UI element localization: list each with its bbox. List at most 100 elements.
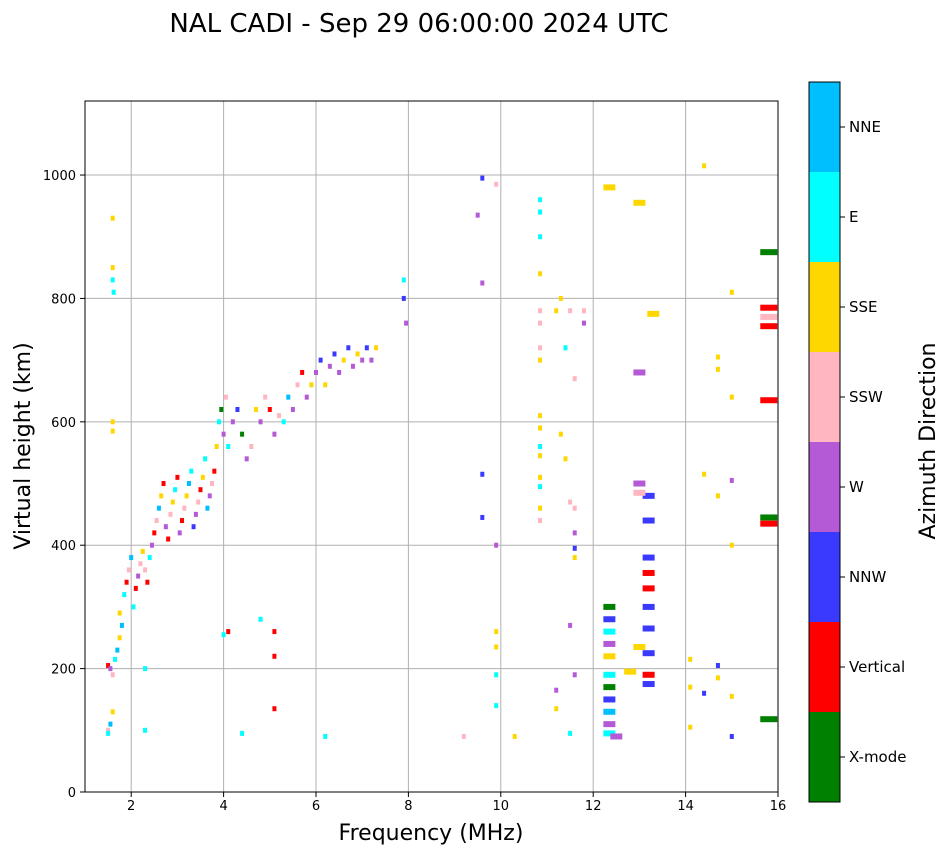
data-point bbox=[494, 181, 499, 187]
data-point bbox=[177, 530, 182, 536]
colorbar-frame bbox=[808, 81, 841, 803]
data-point bbox=[138, 561, 143, 567]
y-tick-label: 400 bbox=[51, 539, 76, 554]
data-point bbox=[314, 369, 318, 375]
data-point bbox=[624, 668, 637, 675]
data-point bbox=[110, 709, 115, 715]
data-point bbox=[642, 585, 655, 592]
data-point bbox=[538, 518, 543, 524]
data-point bbox=[196, 499, 201, 505]
data-point bbox=[760, 520, 778, 527]
data-point bbox=[760, 397, 778, 404]
data-point bbox=[494, 629, 499, 635]
data-point bbox=[240, 431, 245, 437]
data-point bbox=[240, 730, 245, 736]
colorbar-segment bbox=[809, 262, 840, 352]
x-tick-label: 12 bbox=[585, 799, 602, 814]
data-point bbox=[581, 320, 586, 326]
data-point bbox=[221, 632, 226, 638]
data-point bbox=[110, 672, 115, 678]
data-point bbox=[494, 703, 499, 709]
data-point bbox=[642, 681, 655, 688]
data-point bbox=[760, 323, 778, 330]
data-point bbox=[253, 406, 258, 412]
data-point bbox=[143, 567, 148, 573]
data-point bbox=[140, 548, 145, 554]
data-point bbox=[304, 394, 309, 400]
data-point bbox=[200, 474, 205, 480]
y-tick-label: 0 bbox=[68, 786, 76, 801]
colorbar-tick-label: E bbox=[849, 208, 858, 226]
y-axis-label: Virtual height (km) bbox=[11, 342, 36, 549]
data-point bbox=[603, 628, 616, 635]
data-point bbox=[226, 444, 231, 449]
data-point bbox=[572, 672, 577, 678]
data-point bbox=[110, 428, 115, 434]
data-point bbox=[538, 308, 543, 314]
data-point bbox=[603, 653, 616, 660]
grid-lines bbox=[85, 101, 778, 792]
data-point bbox=[244, 456, 249, 462]
data-point bbox=[272, 653, 277, 659]
data-point bbox=[558, 431, 563, 437]
data-point bbox=[729, 394, 734, 400]
data-point bbox=[610, 733, 623, 740]
axis-ticks: 2 4 6 8 10 12 14 16 0 200 400 600 800 1000 bbox=[43, 169, 786, 814]
data-point bbox=[216, 419, 221, 425]
data-point bbox=[277, 413, 282, 419]
data-point bbox=[145, 579, 150, 585]
data-point bbox=[538, 271, 543, 277]
data-point bbox=[729, 693, 734, 699]
data-point bbox=[603, 640, 616, 647]
data-point bbox=[729, 289, 734, 295]
y-tick-label: 1000 bbox=[43, 169, 76, 184]
data-point bbox=[300, 369, 305, 375]
data-point bbox=[642, 569, 655, 576]
data-point bbox=[461, 733, 466, 739]
data-point bbox=[249, 444, 254, 449]
data-point bbox=[272, 431, 277, 437]
data-point bbox=[272, 706, 277, 712]
data-point bbox=[512, 733, 517, 739]
data-point bbox=[538, 505, 543, 511]
data-point bbox=[729, 542, 734, 548]
data-point bbox=[558, 295, 563, 301]
data-point bbox=[180, 518, 185, 524]
data-point bbox=[401, 295, 406, 301]
colorbar-tick-label: X-mode bbox=[849, 748, 906, 766]
colorbar-tick-label: SSE bbox=[849, 298, 878, 316]
data-point bbox=[290, 406, 295, 412]
data-point bbox=[568, 730, 573, 736]
data-point bbox=[323, 733, 328, 739]
data-point bbox=[480, 175, 485, 181]
data-point bbox=[170, 499, 175, 505]
data-point bbox=[355, 351, 360, 357]
data-point bbox=[688, 656, 693, 662]
data-point bbox=[572, 505, 577, 511]
data-point bbox=[281, 419, 286, 425]
data-point bbox=[538, 444, 543, 449]
data-point bbox=[267, 406, 272, 412]
data-point bbox=[688, 724, 693, 730]
data-point bbox=[193, 511, 198, 517]
data-point bbox=[633, 369, 646, 376]
data-point bbox=[642, 517, 655, 524]
x-tick-label: 10 bbox=[493, 799, 510, 814]
data-point bbox=[110, 277, 115, 283]
data-point bbox=[126, 567, 131, 573]
colorbar: X-mode Vertical NNW W SSW SSE E NNE bbox=[808, 81, 906, 803]
data-point bbox=[173, 487, 178, 493]
data-point bbox=[494, 644, 499, 650]
data-point bbox=[603, 730, 616, 737]
data-point bbox=[760, 716, 778, 723]
data-point bbox=[106, 730, 111, 736]
data-point bbox=[572, 376, 577, 382]
data-point bbox=[166, 536, 171, 542]
data-point bbox=[642, 625, 655, 632]
data-point bbox=[309, 382, 314, 388]
data-point bbox=[159, 493, 164, 499]
data-point bbox=[702, 690, 707, 696]
data-point bbox=[263, 394, 268, 400]
data-point bbox=[223, 394, 228, 400]
